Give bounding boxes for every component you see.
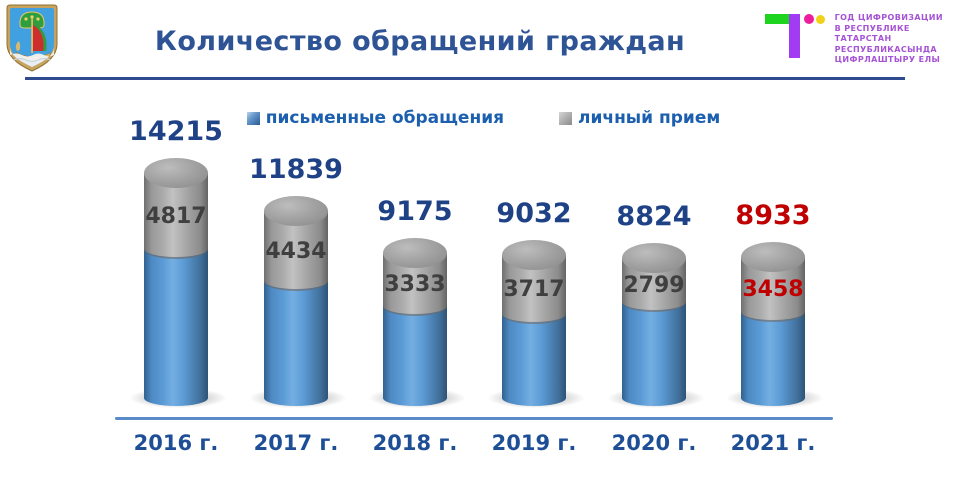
bar-top-cap bbox=[264, 196, 328, 226]
bar-segment-written bbox=[144, 249, 208, 406]
bar-total-value: 9032 bbox=[496, 198, 572, 229]
logo-green-bar bbox=[764, 14, 791, 24]
bar-top-cap bbox=[502, 240, 566, 270]
x-axis-category-label: 2016 г. bbox=[133, 431, 219, 455]
bar-total-value: 11839 bbox=[249, 154, 343, 185]
slide-title: Количество обращений граждан bbox=[154, 26, 686, 57]
x-axis-category-label: 2019 г. bbox=[491, 431, 577, 455]
bar-total-value: 14215 bbox=[129, 116, 223, 147]
chart-legend: письменные обращения личный прием bbox=[0, 108, 953, 128]
header-divider bbox=[25, 77, 905, 80]
x-axis-line bbox=[115, 417, 833, 420]
x-axis-category-label: 2018 г. bbox=[372, 431, 458, 455]
logo-yellow-dot bbox=[815, 15, 825, 24]
bar-segment-written bbox=[622, 302, 686, 406]
legend-item-personal: личный прием bbox=[559, 108, 720, 128]
bar-top-cap bbox=[741, 242, 805, 272]
bar-personal-value: 4817 bbox=[145, 203, 207, 229]
bar-personal-value: 3333 bbox=[384, 272, 446, 297]
digital-year-logo-text: ГОД ЦИФРОВИЗАЦИИ В РЕСПУБЛИКЕ ТАТАРСТАН … bbox=[834, 13, 943, 64]
bar-personal-value: 4434 bbox=[265, 238, 327, 264]
bar-total-value: 9175 bbox=[377, 196, 453, 227]
bar-top-cap bbox=[622, 243, 686, 273]
x-axis-category-label: 2021 г. bbox=[730, 431, 816, 455]
x-axis-category-label: 2017 г. bbox=[253, 431, 339, 455]
bar-total-value: 8933 bbox=[735, 200, 811, 231]
bar-top-cap bbox=[144, 158, 208, 188]
legend-item-written: письменные обращения bbox=[246, 108, 504, 128]
bar-segment-written bbox=[502, 314, 566, 406]
x-axis-category-label: 2020 г. bbox=[611, 431, 697, 455]
bar-segment-written bbox=[383, 306, 447, 406]
legend-swatch-gray-icon bbox=[559, 111, 573, 125]
legend-swatch-blue-icon bbox=[246, 111, 260, 125]
logo-purple-bar bbox=[788, 14, 800, 58]
bar-personal-value: 3458 bbox=[742, 277, 804, 302]
bar-personal-value: 3717 bbox=[503, 277, 565, 302]
bar-segment-written bbox=[741, 312, 805, 406]
bar-personal-value: 2799 bbox=[623, 272, 685, 298]
bar-total-value: 8824 bbox=[616, 201, 692, 232]
bar-top-cap bbox=[383, 238, 447, 268]
bar-segment-written bbox=[264, 281, 328, 406]
digital-year-T-icon bbox=[764, 11, 825, 59]
digital-year-logo: ГОД ЦИФРОВИЗАЦИИ В РЕСПУБЛИКЕ ТАТАРСТАН … bbox=[764, 11, 943, 66]
city-coat-of-arms-logo bbox=[6, 4, 58, 72]
logo-pink-dot bbox=[803, 14, 814, 24]
